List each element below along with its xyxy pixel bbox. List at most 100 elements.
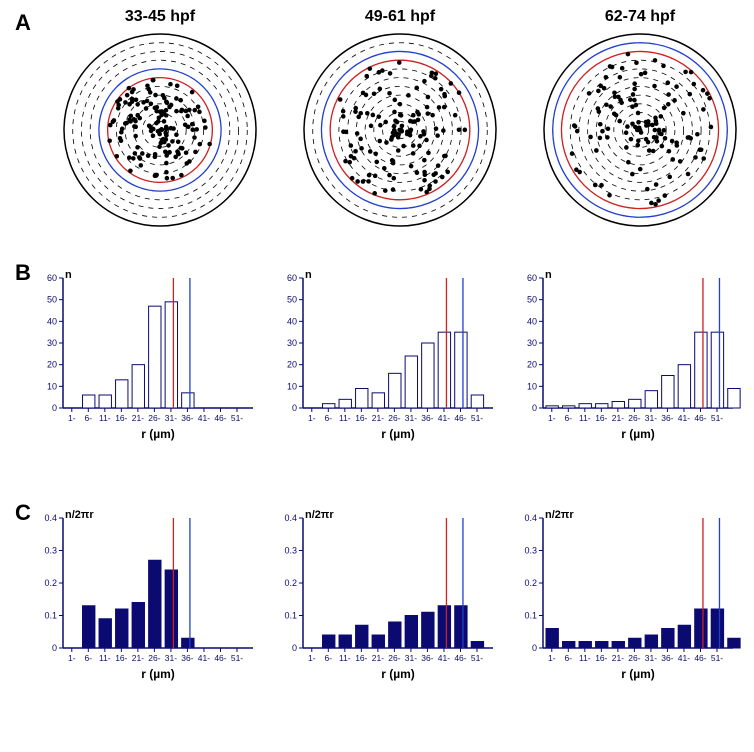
- col-title: 62-74 hpf: [540, 8, 740, 26]
- svg-text:36-: 36-: [661, 653, 673, 663]
- svg-text:0: 0: [52, 403, 57, 413]
- svg-text:41-: 41-: [198, 653, 210, 663]
- svg-text:n/2πr: n/2πr: [545, 510, 574, 521]
- svg-text:41-: 41-: [678, 413, 690, 423]
- svg-text:41-: 41-: [678, 653, 690, 663]
- svg-text:n: n: [305, 270, 312, 281]
- histogram: 00.10.20.30.4n/2πr1-6-11-16-21-26-31-36-…: [275, 510, 505, 705]
- svg-text:1-: 1-: [548, 653, 556, 663]
- svg-text:11-: 11-: [99, 653, 111, 663]
- svg-text:50: 50: [287, 295, 297, 305]
- svg-text:41-: 41-: [198, 413, 210, 423]
- svg-text:0.2: 0.2: [44, 578, 57, 588]
- svg-text:0.2: 0.2: [524, 578, 537, 588]
- svg-text:36-: 36-: [181, 413, 193, 423]
- svg-text:1-: 1-: [308, 653, 316, 663]
- svg-text:26-: 26-: [388, 413, 400, 423]
- svg-text:46-: 46-: [214, 653, 226, 663]
- svg-text:21-: 21-: [372, 413, 384, 423]
- svg-text:26-: 26-: [628, 413, 640, 423]
- svg-text:6-: 6-: [85, 653, 93, 663]
- histogram: 00.10.20.30.4n/2πr1-6-11-16-21-26-31-36-…: [35, 510, 265, 705]
- row-label-a: A: [15, 10, 31, 36]
- svg-text:0.1: 0.1: [44, 611, 57, 621]
- svg-text:20: 20: [47, 360, 57, 370]
- svg-text:0.4: 0.4: [524, 513, 537, 523]
- svg-text:6-: 6-: [565, 653, 573, 663]
- histogram: 0102030405060n1-6-11-16-21-26-31-36-41-4…: [35, 270, 265, 465]
- svg-text:40: 40: [287, 316, 297, 326]
- svg-text:11-: 11-: [579, 653, 591, 663]
- svg-text:46-: 46-: [454, 413, 466, 423]
- svg-text:n: n: [65, 270, 72, 281]
- svg-text:10: 10: [287, 381, 297, 391]
- svg-text:16-: 16-: [595, 653, 607, 663]
- svg-text:51-: 51-: [231, 413, 243, 423]
- svg-text:31-: 31-: [645, 653, 657, 663]
- svg-text:26-: 26-: [148, 413, 160, 423]
- svg-text:51-: 51-: [231, 653, 243, 663]
- svg-text:60: 60: [287, 273, 297, 283]
- svg-text:50: 50: [47, 295, 57, 305]
- svg-text:0.2: 0.2: [284, 578, 297, 588]
- circle-plot: [540, 30, 740, 230]
- svg-text:60: 60: [527, 273, 537, 283]
- svg-text:21-: 21-: [132, 413, 144, 423]
- svg-text:41-: 41-: [438, 413, 450, 423]
- svg-text:6-: 6-: [325, 653, 333, 663]
- svg-text:31-: 31-: [645, 413, 657, 423]
- svg-text:21-: 21-: [612, 653, 624, 663]
- svg-text:0.3: 0.3: [284, 546, 297, 556]
- svg-text:30: 30: [527, 338, 537, 348]
- svg-text:36-: 36-: [421, 653, 433, 663]
- svg-text:40: 40: [527, 316, 537, 326]
- svg-text:21-: 21-: [372, 653, 384, 663]
- svg-text:6-: 6-: [565, 413, 573, 423]
- svg-text:r (µm): r (µm): [141, 667, 175, 681]
- svg-text:0: 0: [292, 403, 297, 413]
- svg-text:1-: 1-: [548, 413, 556, 423]
- histogram: 00.10.20.30.4n/2πr1-6-11-16-21-26-31-36-…: [515, 510, 745, 705]
- svg-text:16-: 16-: [595, 413, 607, 423]
- svg-text:6-: 6-: [325, 413, 333, 423]
- svg-text:1-: 1-: [68, 413, 76, 423]
- svg-text:n: n: [545, 270, 552, 281]
- svg-text:46-: 46-: [454, 653, 466, 663]
- svg-text:31-: 31-: [405, 413, 417, 423]
- circle-plot: [300, 30, 500, 230]
- svg-text:r (µm): r (µm): [381, 427, 415, 441]
- svg-text:16-: 16-: [355, 413, 367, 423]
- svg-text:16-: 16-: [355, 653, 367, 663]
- svg-text:46-: 46-: [214, 413, 226, 423]
- svg-text:11-: 11-: [339, 413, 351, 423]
- svg-text:51-: 51-: [711, 653, 723, 663]
- svg-text:20: 20: [287, 360, 297, 370]
- svg-text:0.4: 0.4: [284, 513, 297, 523]
- svg-text:36-: 36-: [421, 413, 433, 423]
- svg-text:26-: 26-: [628, 653, 640, 663]
- svg-text:11-: 11-: [579, 413, 591, 423]
- svg-text:n/2πr: n/2πr: [65, 510, 94, 521]
- svg-text:0: 0: [292, 643, 297, 653]
- row-label-c: C: [15, 500, 31, 526]
- svg-text:30: 30: [287, 338, 297, 348]
- col-title: 49-61 hpf: [300, 8, 500, 26]
- row-label-b: B: [15, 260, 31, 286]
- svg-text:11-: 11-: [99, 413, 111, 423]
- svg-text:0.1: 0.1: [284, 611, 297, 621]
- svg-text:36-: 36-: [661, 413, 673, 423]
- svg-text:51-: 51-: [471, 413, 483, 423]
- svg-text:n/2πr: n/2πr: [305, 510, 334, 521]
- svg-text:0.3: 0.3: [524, 546, 537, 556]
- svg-text:31-: 31-: [165, 413, 177, 423]
- svg-text:21-: 21-: [612, 413, 624, 423]
- svg-text:21-: 21-: [132, 653, 144, 663]
- svg-text:46-: 46-: [694, 653, 706, 663]
- svg-text:51-: 51-: [471, 653, 483, 663]
- svg-text:16-: 16-: [115, 653, 127, 663]
- svg-text:0: 0: [532, 643, 537, 653]
- svg-text:30: 30: [47, 338, 57, 348]
- svg-text:0: 0: [52, 643, 57, 653]
- svg-text:26-: 26-: [388, 653, 400, 663]
- svg-text:r (µm): r (µm): [621, 427, 655, 441]
